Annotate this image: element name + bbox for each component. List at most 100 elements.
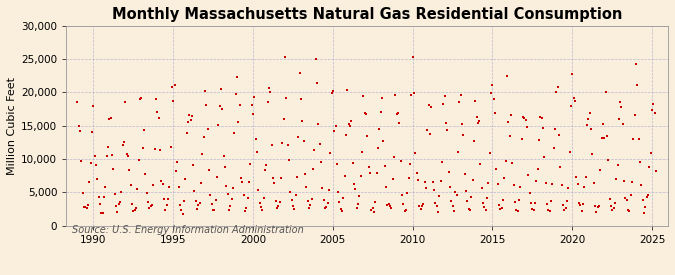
Point (626, 193, 637, 197)
Point (213, 123, 224, 128)
Point (248, 111, 259, 116)
Point (314, 142, 325, 146)
Point (374, 127, 385, 131)
Point (619, 179, 630, 183)
Point (333, 190, 344, 194)
Point (392, 112, 402, 116)
Point (142, 200, 153, 204)
Point (342, 88, 353, 92)
Point (107, 153, 117, 157)
Point (641, 195, 652, 199)
Point (593, 204, 604, 208)
Point (455, 92, 466, 97)
Y-axis label: Million Cubic Feet: Million Cubic Feet (7, 77, 17, 175)
Point (193, 203, 204, 207)
Point (516, 137, 527, 142)
Point (651, 169, 661, 173)
Point (647, 108, 657, 113)
Point (500, 158, 511, 163)
Point (202, 126, 213, 131)
Point (548, 145, 559, 150)
Point (572, 181, 583, 186)
Point (211, 198, 221, 202)
Point (241, 206, 252, 211)
Point (128, 209, 138, 213)
Point (155, 148, 165, 152)
Point (82, 203, 93, 207)
Point (207, 202, 217, 207)
Point (423, 102, 434, 107)
Point (492, 182, 503, 186)
Point (294, 71, 305, 75)
Point (630, 61, 641, 66)
Point (426, 104, 437, 109)
Point (79, 204, 90, 209)
Point (292, 174, 302, 179)
Point (285, 190, 296, 194)
Point (178, 199, 189, 204)
Point (360, 112, 371, 116)
Point (113, 202, 124, 206)
Point (171, 169, 182, 173)
Point (353, 202, 364, 207)
Point (334, 200, 345, 204)
Point (459, 171, 470, 176)
Point (149, 147, 160, 151)
Point (177, 211, 188, 216)
Point (643, 193, 653, 198)
Point (232, 75, 242, 79)
Point (533, 166, 543, 171)
Point (412, 178, 423, 182)
Point (481, 207, 491, 212)
Point (97, 211, 108, 216)
Point (152, 110, 163, 114)
Point (381, 185, 392, 189)
Point (127, 202, 138, 206)
Point (356, 150, 367, 154)
Point (263, 100, 273, 104)
Point (584, 111, 595, 115)
Point (259, 196, 269, 200)
Point (435, 179, 446, 183)
Point (589, 204, 600, 208)
Point (297, 119, 308, 123)
Point (536, 116, 547, 121)
Point (302, 199, 313, 204)
Point (261, 163, 272, 167)
Point (472, 121, 483, 125)
Point (632, 83, 643, 87)
Point (489, 97, 500, 101)
Point (555, 164, 566, 169)
Point (464, 208, 475, 212)
Point (612, 163, 623, 167)
Point (346, 119, 357, 123)
Point (519, 116, 530, 120)
Point (520, 118, 531, 122)
Point (615, 100, 626, 104)
Point (172, 160, 183, 164)
Point (398, 202, 409, 207)
Point (458, 133, 468, 137)
Point (448, 209, 459, 214)
Point (371, 171, 382, 175)
Point (310, 56, 321, 61)
Point (497, 198, 508, 202)
Point (531, 178, 542, 183)
Point (321, 205, 331, 210)
Point (124, 168, 135, 172)
Point (526, 201, 537, 205)
Point (439, 94, 450, 98)
Point (234, 103, 245, 107)
Point (367, 205, 378, 210)
Point (491, 167, 502, 172)
Point (305, 203, 316, 207)
Point (544, 209, 555, 213)
Point (575, 202, 586, 207)
Point (611, 176, 622, 181)
Point (75, 129, 86, 133)
Point (257, 208, 268, 213)
Point (249, 95, 260, 100)
Point (601, 134, 612, 138)
Point (308, 167, 319, 172)
Point (176, 207, 186, 212)
